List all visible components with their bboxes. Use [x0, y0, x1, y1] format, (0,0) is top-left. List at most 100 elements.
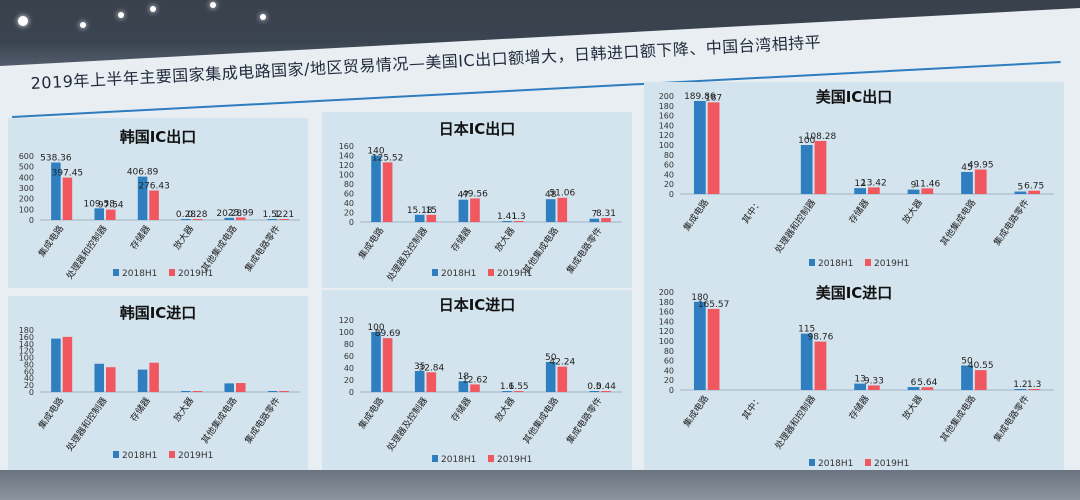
y-tick-label: 60 — [24, 367, 34, 376]
data-label: 51.06 — [549, 189, 575, 199]
bar-2019h1 — [868, 187, 880, 194]
y-tick-label: 40 — [664, 366, 674, 375]
category-label: 集成电路 — [356, 225, 386, 261]
bar-2019h1 — [921, 188, 934, 194]
data-label: 23.99 — [228, 208, 254, 218]
stage-light — [18, 16, 28, 26]
y-tick-label: 40 — [344, 364, 354, 373]
data-label: 32.84 — [418, 363, 444, 373]
data-label: 0.28 — [187, 210, 207, 220]
bar-2019h1 — [149, 190, 159, 220]
bar-2019h1 — [557, 366, 568, 392]
category-label: 其他集成电路 — [938, 197, 979, 248]
data-label: 1.21 — [274, 210, 294, 220]
legend-label: 2018H1 — [441, 269, 476, 279]
data-label: 45 — [961, 163, 972, 173]
y-tick-label: 60 — [344, 352, 354, 361]
projection-screen: 2019年上半年主要国家集成电路国家/地区贸易情况—美国IC出口额增大，日韩进口… — [0, 8, 1080, 490]
y-tick-label: 100 — [339, 171, 354, 180]
bar-2018h1 — [458, 381, 469, 392]
category-label: 存储器 — [127, 395, 152, 424]
bar-2019h1 — [192, 391, 203, 392]
chart-title: 美国IC出口 — [815, 88, 893, 106]
bar-2019h1 — [192, 219, 203, 220]
data-label: 1.55 — [509, 382, 529, 392]
category-label: 集成电路零件 — [242, 223, 283, 274]
data-label: 49.95 — [968, 161, 994, 171]
bar-2018h1 — [181, 391, 191, 392]
bar-2019h1 — [236, 383, 246, 392]
y-tick-label: 140 — [339, 152, 354, 161]
bar-2018h1 — [51, 162, 61, 220]
y-tick-label: 200 — [659, 288, 674, 297]
data-label: 6.75 — [1024, 182, 1044, 192]
y-tick-label: 120 — [659, 327, 674, 336]
data-label: 165.57 — [698, 300, 730, 310]
y-tick-label: 20 — [24, 381, 34, 390]
y-tick-label: 20 — [664, 180, 674, 189]
bar-2018h1 — [267, 391, 278, 392]
bar-2019h1 — [974, 169, 987, 194]
bar-2019h1 — [470, 198, 480, 222]
data-label: 8.31 — [596, 209, 616, 219]
category-label: 放大器 — [492, 395, 517, 424]
y-tick-label: 160 — [339, 142, 354, 151]
bar-2018h1 — [502, 221, 512, 222]
data-label: 108.28 — [805, 132, 837, 142]
bar-2018h1 — [181, 219, 191, 220]
y-tick-label: 40 — [24, 374, 34, 383]
y-tick-label: 0 — [29, 388, 34, 397]
data-label: 1.3 — [1027, 380, 1041, 390]
bar-2019h1 — [814, 140, 827, 194]
bar-2018h1 — [458, 199, 469, 222]
data-label: 180 — [691, 293, 708, 303]
stage-light — [118, 12, 124, 18]
y-tick-label: 60 — [664, 357, 674, 366]
legend-label: 2019H1 — [497, 269, 532, 279]
data-label: 20.28 — [216, 209, 242, 219]
y-tick-label: 300 — [19, 184, 34, 193]
bar-2018h1 — [589, 391, 600, 392]
bar-2018h1 — [693, 301, 706, 390]
legend-swatch — [113, 269, 119, 276]
category-label: 其中： — [739, 393, 764, 422]
bar-2018h1 — [545, 362, 556, 392]
y-tick-label: 120 — [659, 131, 674, 140]
category-label: 处理器和控制器 — [772, 393, 818, 452]
chart-jp-import: 02040608010012010089.69集成电路3532.84处理器及控制… — [339, 316, 622, 465]
legend-swatch — [809, 459, 815, 466]
chart-panel-kr-export: 韩国IC出口 0 100 200 300 400 500 600 538.36 397.45 集成… — [8, 118, 308, 288]
y-tick-label: 140 — [659, 317, 674, 326]
bar-2019h1 — [513, 391, 524, 392]
category-label: 集成电路 — [681, 197, 711, 233]
category-label: 存储器 — [448, 225, 473, 254]
y-tick-label: 0 — [669, 190, 674, 199]
y-tick-label: 140 — [659, 121, 674, 130]
data-label: 0.44 — [596, 382, 616, 392]
bar-2018h1 — [907, 387, 920, 390]
data-label: 50 — [545, 353, 557, 363]
data-label: 9.33 — [864, 376, 884, 386]
category-label: 其中： — [739, 197, 764, 226]
legend-label: 2018H1 — [122, 269, 157, 279]
data-label: 6 — [911, 378, 917, 388]
bar-2018h1 — [854, 383, 866, 390]
category-label: 存储器 — [127, 223, 152, 252]
chart-title: 日本IC出口 — [438, 120, 516, 138]
stage-light — [260, 14, 266, 20]
bar-2019h1 — [62, 177, 73, 220]
bar-2018h1 — [414, 371, 425, 392]
category-label: 处理器及控制器 — [384, 395, 430, 454]
data-label: 140 — [367, 147, 384, 157]
category-label: 集成电路 — [36, 395, 66, 431]
chart-us-import: 020406080100120140160180200180165.57集成电路… — [659, 288, 1054, 469]
bar-2018h1 — [371, 155, 381, 222]
legend-label: 2018H1 — [818, 259, 853, 269]
data-label: 13 — [854, 375, 865, 385]
data-label: 109.58 — [83, 199, 115, 209]
data-label: 98.76 — [808, 333, 834, 343]
bar-2018h1 — [224, 383, 234, 392]
